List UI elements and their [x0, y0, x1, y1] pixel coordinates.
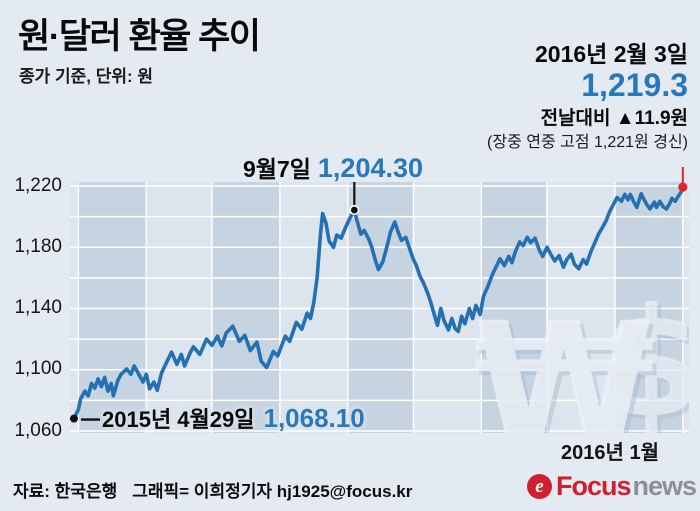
svg-text:$: $ [599, 277, 700, 451]
svg-text:₩: ₩ [477, 291, 659, 483]
peak-annotation: 9월7일 1,204.30 [243, 150, 423, 184]
x-axis-label: 2016년 1월 [561, 442, 659, 464]
focus-news-icon: e [526, 474, 552, 499]
latest-value-block: 2016년 2월 3일 1,219.3 전날대비 ▲11.9원 (장중 연중 고… [487, 41, 688, 151]
start-annotation: 2015년 4월29일 1,068.10 [102, 402, 365, 434]
start-marker [70, 414, 100, 423]
y-axis-tick-1140: 1,140 [14, 297, 62, 318]
y-axis-tick-1100: 1,100 [14, 358, 62, 379]
page-title: 원·달러 환율 추이 [18, 17, 261, 56]
daily-change: 전날대비 ▲11.9원 [540, 107, 688, 129]
chart-subtitle: 종가 기준, 단위: 원 [19, 67, 154, 86]
peak-date: 9월7일 [243, 156, 311, 182]
intraday-high-note: (장중 연중 고점 1,221원 경신) [487, 133, 688, 151]
latest-date: 2016년 2월 3일 [534, 41, 688, 67]
y-axis-tick-1180: 1,180 [14, 236, 62, 257]
focus-news-logo: e Focus news [526, 471, 697, 502]
latest-marker [678, 167, 688, 192]
currency-watermark: $$₩₩ [473, 277, 700, 483]
logo-brand-text: Focus [555, 471, 632, 501]
svg-text:₩: ₩ [473, 287, 655, 479]
y-axis-tick-1060: 1,060 [14, 420, 62, 441]
rate-line [72, 185, 685, 421]
svg-text:$: $ [603, 281, 700, 455]
start-date: 2015년 4월29일 [102, 407, 255, 432]
logo-suffix-text: news [632, 471, 697, 501]
source-label: 자료: 한국은행 [13, 482, 118, 501]
credit-label: 그래픽= 이희정기자 hj1925@focus.kr [132, 482, 413, 501]
peak-value: 1,204.30 [317, 153, 424, 183]
latest-rate-value: 1,219.3 [581, 67, 688, 104]
logo-letter: e [535, 476, 544, 497]
footer: 자료: 한국은행 그래픽= 이희정기자 hj1925@focus.kr [13, 477, 412, 502]
peak-marker [349, 182, 360, 216]
start-value: 1,068.10 [263, 403, 365, 433]
y-axis-tick-1220: 1,220 [14, 175, 62, 196]
